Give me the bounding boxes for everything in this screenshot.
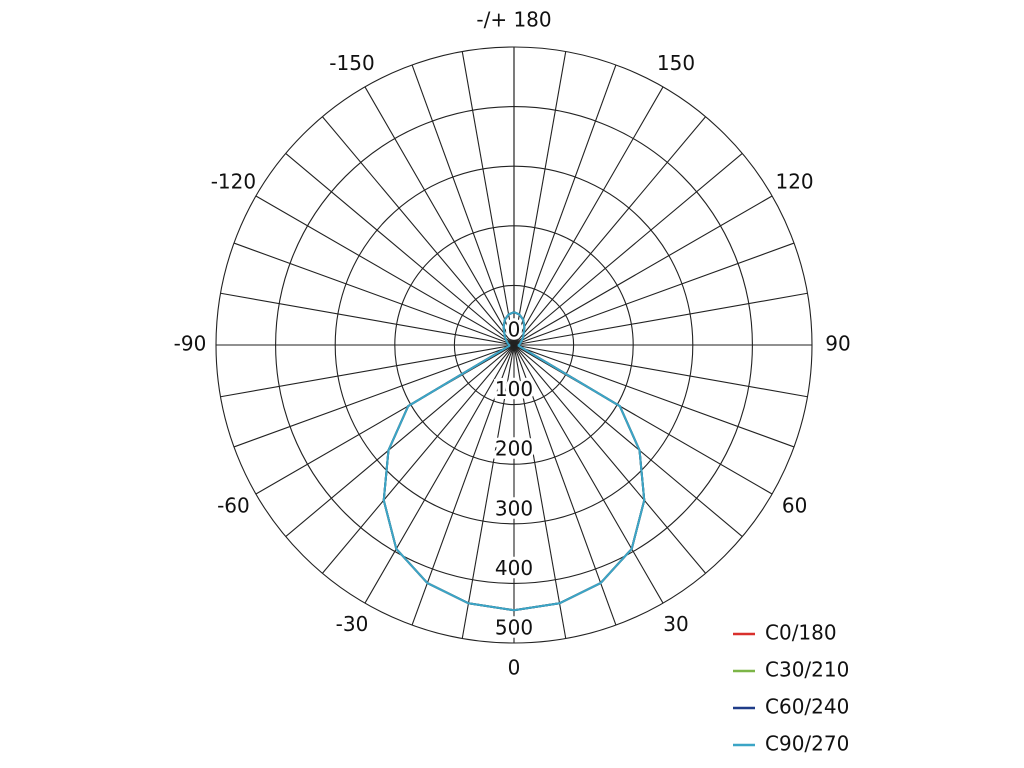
grid-spoke — [233, 344, 515, 448]
legend-label: C30/210 — [765, 658, 849, 682]
grid-spoke — [461, 344, 515, 639]
angle-tick-label: 30 — [663, 612, 688, 636]
grid-spoke — [513, 344, 617, 626]
grid-spoke — [513, 344, 706, 574]
grid-spoke — [461, 51, 515, 346]
legend-label: C60/240 — [765, 695, 849, 719]
angle-tick-label: -30 — [336, 612, 369, 636]
grid-spoke — [285, 344, 515, 537]
grid-spoke — [513, 344, 567, 639]
angle-tick-label: 150 — [657, 51, 695, 75]
grid-spoke — [513, 86, 664, 346]
grid-spoke — [220, 292, 515, 346]
grid-spoke — [513, 344, 664, 604]
r-tick-label: 500 — [495, 616, 533, 640]
grid-ring — [453, 284, 575, 406]
angle-tick-label: 120 — [775, 170, 813, 194]
grid-spoke — [364, 86, 515, 346]
angle-tick-label: -90 — [174, 332, 207, 356]
grid-spoke — [322, 344, 515, 574]
grid-spoke — [513, 344, 808, 398]
r-tick-label: 200 — [495, 437, 533, 461]
grid-spoke — [322, 116, 515, 346]
grid-spoke — [513, 51, 567, 346]
grid-spoke — [513, 64, 617, 346]
r-tick-label: 100 — [495, 377, 533, 401]
r-tick-label: 400 — [495, 556, 533, 580]
grid-ring — [334, 165, 694, 525]
grid-spoke — [411, 344, 515, 626]
angle-tick-label: -120 — [211, 170, 256, 194]
grid-spoke — [364, 344, 515, 604]
angle-tick-label: 90 — [825, 332, 850, 356]
grid-ring — [394, 225, 634, 465]
grid-spoke — [513, 344, 743, 537]
grid-spoke — [513, 292, 808, 346]
grid-ring — [215, 46, 813, 644]
r-tick-label: 0 — [508, 318, 521, 342]
grid-ring — [275, 106, 753, 584]
grid-spoke — [285, 153, 515, 346]
grid-spoke — [513, 195, 773, 346]
legend-label: C0/180 — [765, 621, 837, 645]
grid-spoke — [513, 344, 795, 448]
grid-spoke — [513, 116, 706, 346]
angle-tick-label: -60 — [217, 494, 250, 518]
angle-tick-label: -150 — [329, 51, 374, 75]
grid-spoke — [255, 195, 515, 346]
grid-spoke — [513, 153, 743, 346]
curve — [382, 311, 646, 612]
angle-tick-label: -/+ 180 — [476, 8, 551, 32]
grid-spoke — [233, 242, 515, 346]
grid-spoke — [411, 64, 515, 346]
grid-spoke — [220, 344, 515, 398]
angle-tick-label: 0 — [508, 656, 521, 680]
grid-spoke — [513, 242, 795, 346]
r-tick-label: 300 — [495, 496, 533, 520]
legend-label: C90/270 — [765, 732, 849, 756]
angle-tick-label: 60 — [782, 494, 807, 518]
